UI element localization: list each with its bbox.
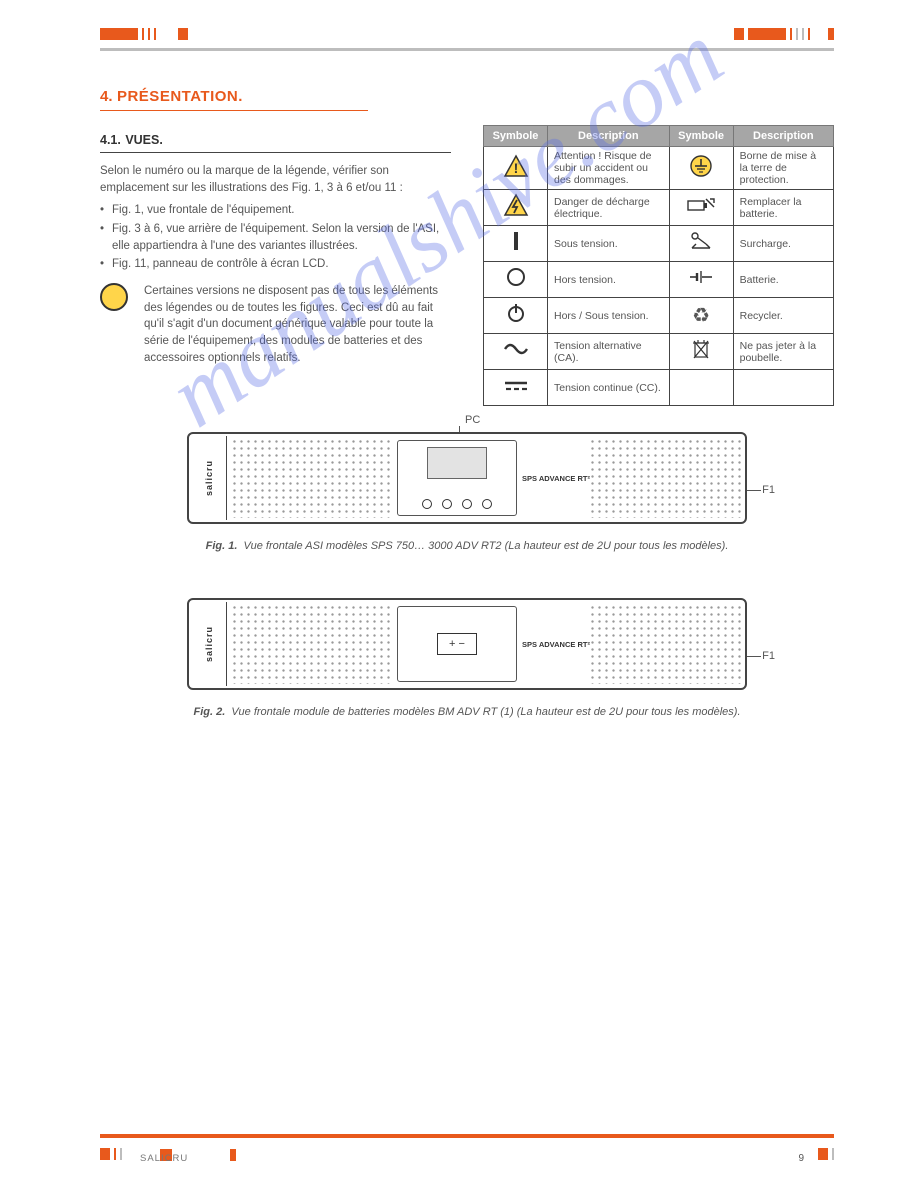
no-bin-icon [669,334,733,370]
cell-desc: Tension alternative (CA). [548,334,670,370]
top-rule [100,48,834,51]
cell-desc: Remplacer la batterie. [733,190,833,226]
cell-desc: Hors tension. [548,262,670,298]
shock-icon [484,190,548,226]
off-icon [484,262,548,298]
subsection-title: Vues. [125,133,163,147]
battery-icon [669,262,733,298]
recycle-icon: ♻ [669,298,733,334]
list-item: Fig. 11, panneau de contrôle à écran LCD… [112,256,329,273]
ac-icon [484,334,548,370]
figures: PC F1 salicru SPS ADVANCE RT² [100,432,834,718]
device-model-label: SPS ADVANCE RT² [522,640,590,649]
cell-desc: Danger de décharge électrique. [548,190,670,226]
top-ornament [100,28,834,46]
callout-pc: PC [465,414,480,426]
figure-caption: Vue frontale module de batteries modèles… [231,706,740,718]
dc-icon [484,370,548,406]
note-block: Certaines versions ne disposent pas de t… [100,283,451,366]
callout-f1: F1 [762,650,775,662]
note-text: Certaines versions ne disposent pas de t… [144,283,451,366]
manual-page: 4. Présentation. 4.1. Vues. Selon le num… [0,0,918,1188]
left-column: 4.1. Vues. Selon le numéro ou la marque … [100,125,451,406]
note-icon [100,283,128,311]
subsection-number: 4.1. [100,133,121,147]
figure-2: F1 salicru + − SPS ADVANCE RT² Fig. 2. V… [187,598,747,718]
section-title: Présentation. [117,88,243,105]
overload-icon [669,226,733,262]
figure-1: PC F1 salicru SPS ADVANCE RT² [187,432,747,552]
section-heading: 4. Présentation. [100,88,834,111]
subsection-heading: 4.1. Vues. [100,131,451,153]
empty-cell [733,370,833,406]
cell-desc: Ne pas jeter à la poubelle. [733,334,833,370]
warning-icon: ! [484,147,548,190]
replace-battery-icon [669,190,733,226]
empty-cell [669,370,733,406]
cell-desc: Borne de mise à la terre de protection. [733,147,833,190]
view-list: Fig. 1, vue frontale de l'équipement. Fi… [100,202,451,273]
th-symbol: Symbole [669,126,733,147]
device-model-label: SPS ADVANCE RT² [522,474,590,483]
bottom-rule [100,1134,834,1138]
figure-caption: Vue frontale ASI modèles SPS 750… 3000 A… [244,540,729,552]
figure-caption-lead: Fig. 1. [206,540,238,552]
list-item: Fig. 1, vue frontale de l'équipement. [112,202,294,219]
cell-desc: Batterie. [733,262,833,298]
panel-button [442,499,452,509]
device-brand: salicru [204,460,214,496]
front-bezel: + − [397,606,517,682]
battery-icon: + − [437,633,477,655]
cell-desc: Sous tension. [548,226,670,262]
bottom-ornament [100,1148,834,1164]
page-number: 9 [798,1153,804,1164]
panel-button [482,499,492,509]
intro-paragraph: Selon le numéro ou la marque de la légen… [100,163,451,196]
svg-text:!: ! [513,160,518,176]
on-icon [484,226,548,262]
device-brand: salicru [204,626,214,662]
symbol-table: Symbole Description Symbole Description … [483,125,834,406]
standby-icon [484,298,548,334]
right-column: Symbole Description Symbole Description … [483,125,834,406]
cell-desc: Surcharge. [733,226,833,262]
th-desc: Description [733,126,833,147]
lcd-screen [427,447,487,479]
list-item: Fig. 3 à 6, vue arrière de l'équipement.… [112,221,451,254]
th-symbol: Symbole [484,126,548,147]
panel-button [462,499,472,509]
earth-icon [669,147,733,190]
front-bezel [397,440,517,516]
footer-brand: SALICRU [140,1153,188,1164]
cell-desc: Tension continue (CC). [548,370,670,406]
cell-desc: Attention ! Risque de subir un accident … [548,147,670,190]
battery-module-front-view: salicru + − SPS ADVANCE RT² [187,598,747,690]
ups-front-view: salicru SPS ADVANCE RT² [187,432,747,524]
figure-caption-lead: Fig. 2. [193,706,225,718]
th-desc: Description [548,126,670,147]
section-number: 4. [100,88,113,105]
cell-desc: Hors / Sous tension. [548,298,670,334]
panel-button [422,499,432,509]
cell-desc: Recycler. [733,298,833,334]
callout-f1: F1 [762,484,775,496]
